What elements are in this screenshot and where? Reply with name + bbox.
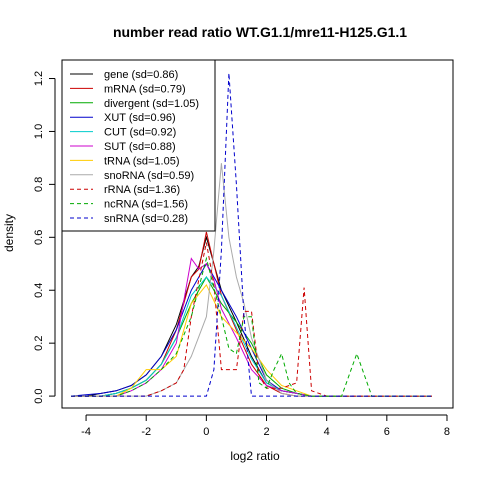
series-layer [70, 73, 432, 397]
x-tick-label: -4 [81, 426, 91, 438]
x-tick-label: 2 [263, 426, 269, 438]
y-tick-label: 0.6 [33, 230, 45, 245]
y-tick-label: 0.4 [33, 283, 45, 298]
x-tick-label: 0 [203, 426, 209, 438]
y-tick-label: 1.2 [33, 71, 45, 86]
x-tick-label: 6 [384, 426, 390, 438]
x-tick-label: -2 [141, 426, 151, 438]
legend-label-sut: SUT (sd=0.88) [104, 141, 176, 153]
y-tick-label: 0.8 [33, 177, 45, 192]
y-tick-label: 0.2 [33, 336, 45, 351]
legend-label-gene: gene (sd=0.86) [104, 69, 178, 81]
y-tick-label: 1.0 [33, 124, 45, 139]
legend-label-xut: XUT (sd=0.96) [104, 112, 176, 124]
legend-label-mrna: mRNA (sd=0.79) [104, 83, 186, 95]
legend-label-rrna: rRNA (sd=1.36) [104, 184, 180, 196]
axes-layer: -4 -2 0 2 4 6 8 0.0 0.2 0.4 0.6 0.8 1.0 1.2 [33, 71, 450, 438]
legend-label-ncrna: ncRNA (sd=1.56) [104, 199, 188, 211]
y-axis-label: density [2, 214, 16, 252]
legend-label-cut: CUT (sd=0.92) [104, 127, 176, 139]
legend-label-snrna: snRNA (sd=0.28) [104, 213, 188, 225]
legend: gene (sd=0.86) mRNA (sd=0.79) divergent (s… [61, 59, 216, 232]
y-tick-label: 0.0 [33, 388, 45, 403]
x-tick-label: 4 [324, 426, 330, 438]
legend-label-trna: tRNA (sd=1.05) [104, 155, 180, 167]
series-line-snrna [71, 73, 432, 397]
series-line-rrna [71, 242, 432, 397]
x-axis-label: log2 ratio [230, 449, 280, 463]
legend-label-snorna: snoRNA (sd=0.59) [104, 170, 194, 182]
legend-label-divergent: divergent (sd=1.05) [104, 98, 199, 110]
plot-frame [61, 59, 454, 409]
chart-title: number read ratio WT.G1.1/mre11-H125.G1.… [113, 24, 407, 40]
series-line-ncrna [71, 256, 432, 397]
x-tick-label: 8 [444, 426, 450, 438]
